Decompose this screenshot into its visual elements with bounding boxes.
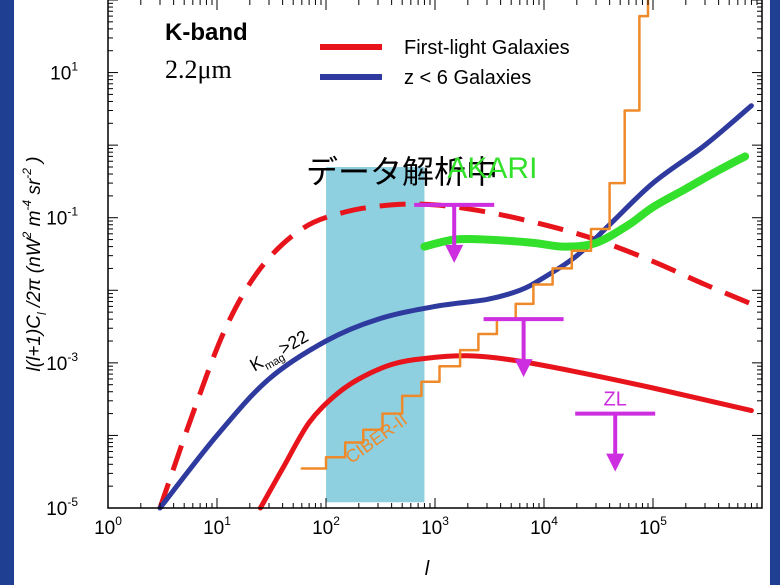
upper-limits-layer	[414, 202, 656, 472]
y-tick-label: 101	[50, 60, 78, 85]
upper-limit-3	[575, 411, 656, 472]
upper-limit-2	[483, 317, 564, 378]
y-axis-label: l(l+1)Cl /2π (nW2 m-4 sr-2 )	[20, 157, 49, 372]
upper-limit-label: ZL	[604, 389, 627, 411]
x-tick-label: 103	[421, 514, 449, 539]
series-z-6-galaxies	[157, 103, 754, 511]
band-wavelength: 2.2μm	[165, 55, 232, 84]
x-tick-label: 100	[94, 514, 122, 539]
series-akari	[420, 152, 750, 251]
x-tick-label: 105	[639, 514, 667, 539]
plot-background	[108, 0, 762, 508]
upper-limit-1	[414, 202, 495, 263]
legend-label-2: z < 6 Galaxies	[404, 67, 531, 89]
axes-layer: 100 101 102 103 104 105 10-5 10-3 10-1 101	[46, 0, 763, 539]
x-tick-label: 101	[203, 514, 231, 539]
y-tick-label: 10-3	[46, 350, 78, 375]
plot-area	[108, 0, 762, 508]
upper-limit-arrowhead	[445, 244, 464, 263]
right-frame-strip	[770, 0, 780, 585]
upper-limit-arrowhead	[514, 359, 533, 378]
x-tick-label: 102	[312, 514, 340, 539]
upper-limit-arrowhead	[606, 453, 625, 472]
left-frame-strip	[0, 0, 14, 585]
y-tick-label: 10-5	[46, 495, 78, 520]
x-tick-label: 104	[530, 514, 558, 539]
series-ciber-ii	[300, 0, 650, 470]
series-first-light-galaxies-dashed	[157, 201, 753, 509]
band-title: K-band	[165, 19, 248, 46]
shaded-region-label: データ解析中	[306, 153, 498, 191]
x-axis-label: l	[425, 558, 430, 580]
legend-label-1: First-light Galaxies	[404, 37, 570, 59]
series-first-light-galaxies	[257, 353, 754, 511]
akari-label: AKARI	[447, 152, 537, 185]
y-tick-label: 10-1	[46, 205, 78, 230]
series-layer	[157, 0, 754, 511]
